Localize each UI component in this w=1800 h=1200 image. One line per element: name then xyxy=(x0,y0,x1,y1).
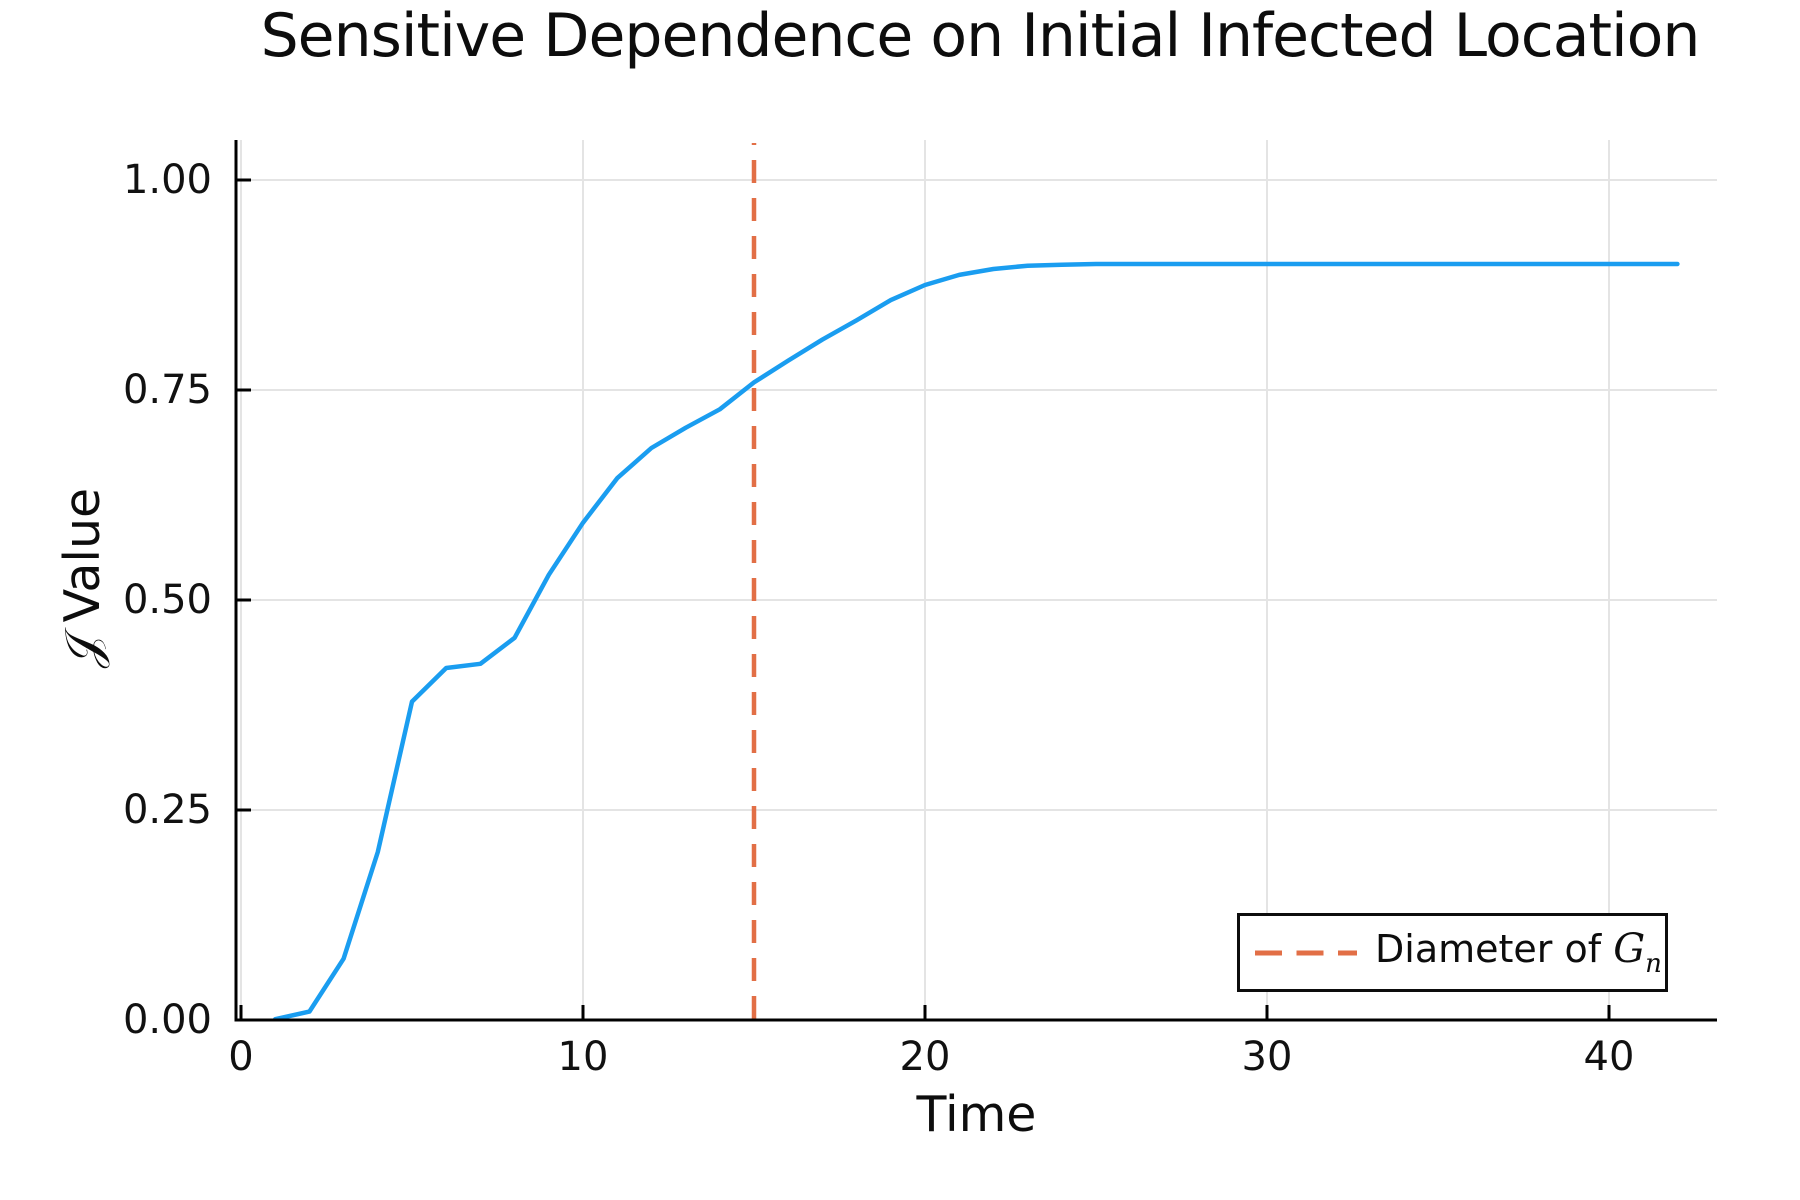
legend-label: Diameter of Gn xyxy=(1375,926,1662,979)
mathcal-J-symbol: 𝒥 xyxy=(54,634,111,669)
series-line xyxy=(272,261,1680,1022)
x-tick-label: 10 xyxy=(557,1034,609,1080)
legend: Diameter of Gn xyxy=(1237,913,1668,992)
x-tick-label: 20 xyxy=(899,1034,951,1080)
x-tick-label: 0 xyxy=(228,1034,254,1080)
y-tick-label: 0.75 xyxy=(122,367,212,413)
x-tick-label: 30 xyxy=(1241,1034,1293,1080)
y-tick-label: 0.25 xyxy=(122,787,212,833)
legend-label-subscript: n xyxy=(1645,949,1662,979)
legend-dash-sample-icon xyxy=(1255,950,1357,955)
chart-title: Sensitive Dependence on Initial Infected… xyxy=(260,1,1701,71)
legend-label-variable: G xyxy=(1613,926,1646,972)
y-tick-label: 1.00 xyxy=(122,157,212,203)
legend-label-prefix: Diameter of xyxy=(1375,927,1614,971)
x-tick-label: 40 xyxy=(1583,1034,1635,1080)
y-tick-label: 0.50 xyxy=(122,577,212,623)
x-axis-label: Time xyxy=(916,1086,1037,1143)
y-tick-label: 0.00 xyxy=(122,997,212,1043)
